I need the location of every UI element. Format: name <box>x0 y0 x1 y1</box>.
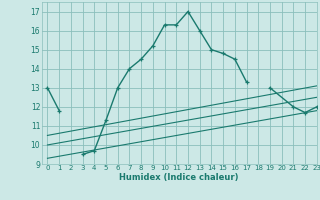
X-axis label: Humidex (Indice chaleur): Humidex (Indice chaleur) <box>119 173 239 182</box>
